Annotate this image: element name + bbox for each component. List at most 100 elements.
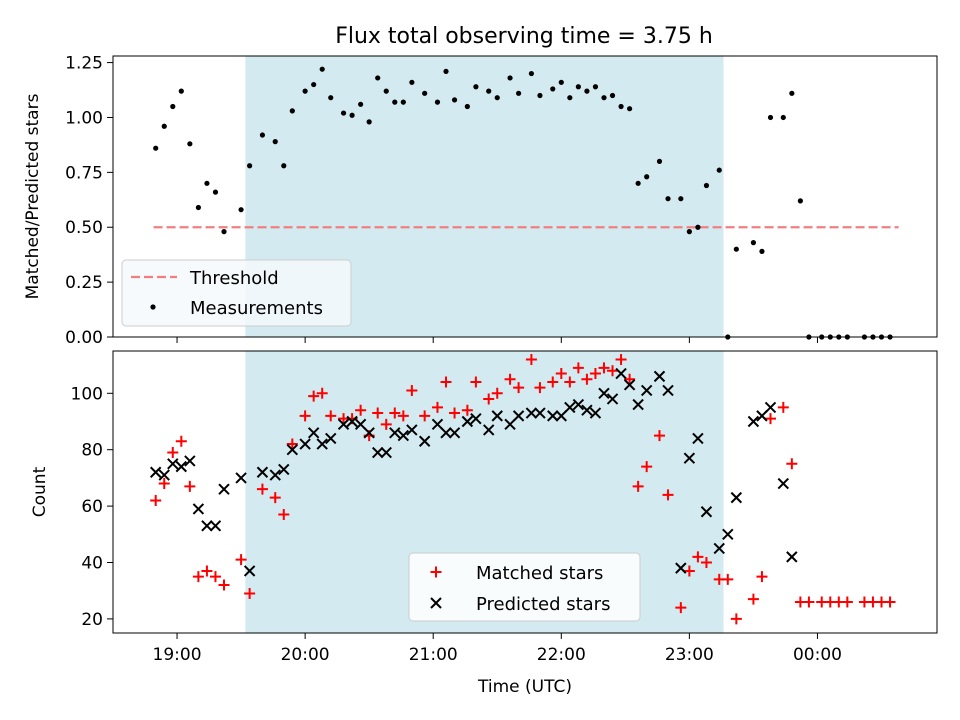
data-point (440, 427, 452, 439)
data-point (665, 196, 671, 202)
data-point (461, 415, 474, 428)
data-point (759, 248, 765, 254)
data-point (212, 189, 219, 195)
data-point (299, 410, 311, 422)
data-point (153, 145, 159, 151)
data-point (256, 483, 268, 495)
data-point (644, 174, 650, 180)
data-point (683, 452, 696, 464)
data-point (730, 613, 742, 625)
data-point (247, 163, 253, 169)
data-point (515, 90, 522, 96)
data-point (389, 407, 401, 419)
data-point (632, 398, 644, 411)
data-point (431, 401, 443, 413)
data-point (598, 362, 610, 374)
data-point (491, 410, 503, 422)
data-point (722, 573, 734, 585)
data-point (592, 84, 599, 90)
data-point (581, 404, 593, 416)
data-point (355, 404, 367, 416)
data-point (653, 370, 666, 383)
data-point (803, 596, 815, 608)
data-point (564, 376, 576, 388)
data-point (686, 229, 692, 235)
top-y-axis-ticks: 0.00 0.25 0.50 0.75 1.00 1.25 (65, 54, 113, 348)
bottom-legend: Matched stars Predicted stars (408, 552, 641, 622)
data-point (204, 180, 210, 186)
data-point (534, 407, 546, 419)
legend-box (408, 552, 641, 622)
bottom-y-axis-ticks: 20 40 60 80 100 (71, 384, 113, 630)
data-point (302, 88, 308, 94)
data-point (389, 427, 401, 439)
data-point (797, 198, 803, 204)
y-tick-label: 0.50 (65, 218, 103, 238)
data-point (419, 410, 431, 422)
data-point (440, 376, 452, 388)
data-point (555, 410, 567, 422)
data-point (678, 196, 684, 202)
data-point (243, 565, 256, 577)
y-tick-label: 100 (71, 384, 103, 404)
data-point (358, 101, 364, 107)
data-point (716, 167, 722, 173)
data-point (195, 204, 201, 211)
data-point (572, 398, 585, 411)
data-point (777, 401, 789, 413)
legend-predicted-label: Predicted stars (476, 594, 610, 615)
data-point (525, 353, 537, 365)
data-point (170, 103, 176, 110)
data-point (632, 480, 644, 492)
data-point (319, 66, 325, 72)
data-point (149, 466, 162, 478)
matched-stars-series (150, 353, 896, 625)
data-point (609, 92, 616, 99)
data-point (235, 554, 247, 566)
data-point (615, 367, 627, 380)
data-point (363, 427, 375, 439)
data-point (434, 99, 441, 105)
bottom-x-axis-ticks: 19:00 20:00 21:00 22:00 23:00 00:00 (153, 633, 842, 665)
data-point (733, 246, 739, 252)
data-point (589, 368, 601, 380)
data-point (747, 593, 759, 605)
data-point (349, 112, 355, 118)
data-point (256, 466, 269, 478)
data-point (397, 429, 410, 442)
data-point (884, 596, 896, 608)
data-point (700, 557, 712, 568)
data-point (409, 79, 415, 85)
data-point (269, 492, 281, 504)
data-point (750, 240, 757, 246)
data-point (722, 528, 734, 541)
data-point (431, 418, 444, 431)
data-point (311, 81, 317, 88)
data-point (366, 119, 372, 125)
bottom-y-axis-label: Count (30, 466, 50, 517)
legend-matched-label: Matched stars (476, 563, 603, 584)
data-point (443, 68, 449, 74)
data-point (218, 579, 230, 591)
data-point (653, 430, 665, 442)
data-point (406, 384, 418, 396)
data-point (786, 458, 798, 470)
data-point (158, 478, 170, 490)
data-point (780, 114, 786, 121)
y-tick-label: 60 (81, 497, 103, 517)
data-point (201, 565, 213, 577)
data-point (418, 435, 431, 447)
data-point (167, 458, 179, 470)
data-point (209, 571, 221, 583)
data-point (567, 95, 573, 101)
data-point (451, 97, 458, 103)
data-point (406, 424, 418, 436)
data-point (558, 79, 564, 85)
data-point (635, 180, 641, 186)
data-point (713, 542, 725, 555)
data-point (747, 415, 760, 428)
data-point (397, 410, 409, 422)
data-point (601, 95, 607, 101)
data-point (504, 373, 516, 385)
